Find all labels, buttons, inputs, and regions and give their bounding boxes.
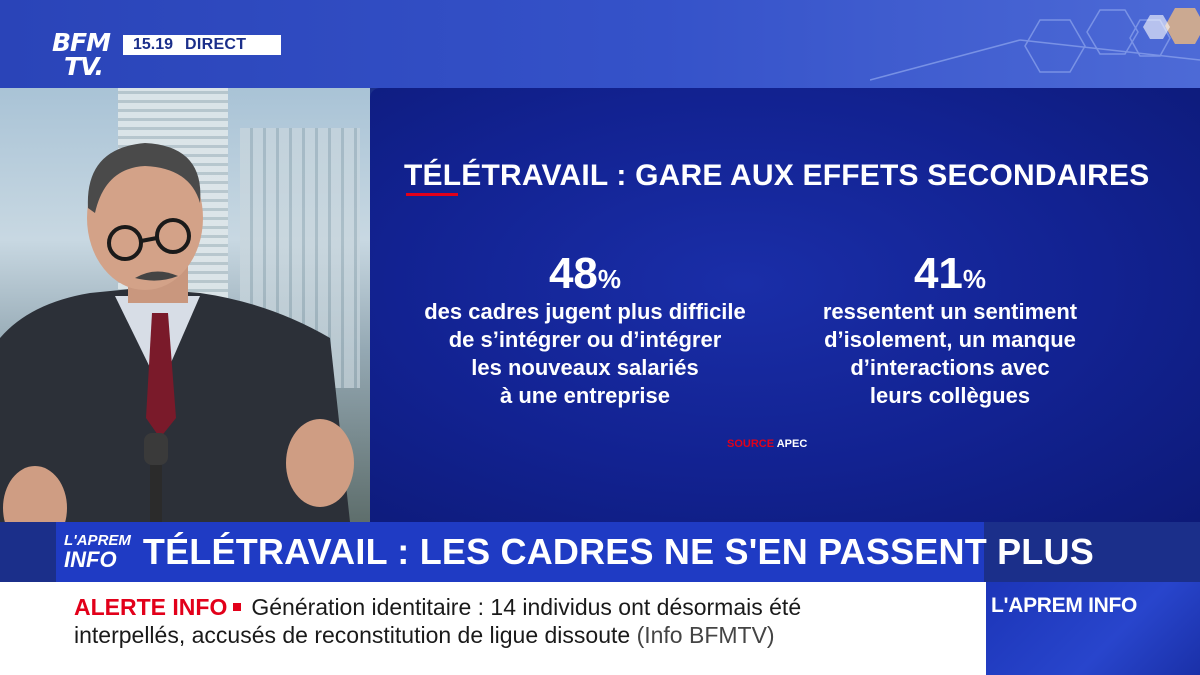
ticker-source: (Info BFMTV) bbox=[636, 622, 775, 648]
infographic-panel: TÉLÉTRAVAIL : GARE AUX EFFETS SECONDAIRE… bbox=[370, 88, 1200, 522]
hexagon-pattern-icon bbox=[870, 8, 1200, 81]
stat-description-line: de s’intégrer ou d’intégrer bbox=[448, 327, 722, 352]
ticker-line-1: ALERTE INFO Génération identitaire : 14 i… bbox=[74, 594, 801, 621]
stat-percent-sign: % bbox=[597, 264, 622, 294]
stat-description-line: d’interactions avec bbox=[850, 355, 1050, 380]
show-logo-line2: INFO bbox=[64, 547, 117, 572]
stat-description-line: ressentent un sentiment bbox=[822, 299, 1078, 324]
stat-block-isolation-integration: 48% des cadres jugent plus difficile de … bbox=[400, 251, 770, 409]
studio-video bbox=[0, 88, 370, 522]
headline-bar: L'APREM INFO TÉLÉTRAVAIL : LES CADRES NE… bbox=[56, 522, 1094, 582]
alert-square-icon bbox=[233, 603, 242, 612]
stat-description-line: des cadres jugent plus difficile bbox=[424, 299, 746, 324]
ticker-text: Génération identitaire : 14 individus on… bbox=[251, 594, 802, 620]
headline-text: TÉLÉTRAVAIL : LES CADRES NE S'EN PASSENT… bbox=[142, 531, 1094, 572]
presenter-figure bbox=[0, 143, 354, 522]
infographic-title: TÉLÉTRAVAIL : GARE AUX EFFETS SECONDAIRE… bbox=[404, 159, 1150, 192]
bfmtv-logo: BFM TV. bbox=[50, 30, 116, 84]
clock-time: 15.19 bbox=[133, 36, 174, 53]
ticker-text: interpellés, accusés de reconstitution d… bbox=[74, 622, 631, 648]
source-credit: SOURCE APEC bbox=[727, 438, 807, 450]
stat-figure: 48% bbox=[400, 251, 770, 297]
stat-percent-sign: % bbox=[962, 264, 987, 294]
live-label: DIRECT bbox=[185, 36, 247, 53]
source-name: APEC bbox=[776, 438, 808, 450]
stat-description-line: d’isolement, un manque bbox=[824, 327, 1076, 352]
source-label: SOURCE bbox=[727, 438, 775, 450]
side-brand-panel: L'APREM INFO bbox=[986, 582, 1200, 675]
stat-description-line: leurs collègues bbox=[869, 383, 1031, 408]
show-logo: L'APREM INFO bbox=[56, 522, 131, 582]
side-brand-text: L'APREM INFO bbox=[991, 594, 1138, 617]
ticker-line-2: interpellés, accusés de reconstitution d… bbox=[74, 622, 775, 649]
show-logo-line1: L'APREM bbox=[64, 532, 131, 549]
logo-text-bfm: BFM bbox=[52, 28, 111, 57]
news-ticker: ALERTE INFO Génération identitaire : 14 i… bbox=[0, 582, 986, 675]
stat-description-line: à une entreprise bbox=[500, 383, 670, 408]
stat-description-line: les nouveaux salariés bbox=[471, 355, 699, 380]
title-accent-bar bbox=[406, 193, 458, 196]
alert-label: ALERTE INFO bbox=[74, 594, 228, 620]
stat-figure: 41% bbox=[785, 251, 1115, 297]
live-clock-box: 15.19 DIRECT bbox=[123, 35, 281, 55]
stat-number: 48 bbox=[548, 249, 598, 298]
stat-number: 41 bbox=[913, 249, 963, 298]
logo-text-tv: TV. bbox=[64, 52, 104, 81]
stat-block-isolation: 41% ressentent un sentiment d’isolement,… bbox=[785, 251, 1115, 409]
